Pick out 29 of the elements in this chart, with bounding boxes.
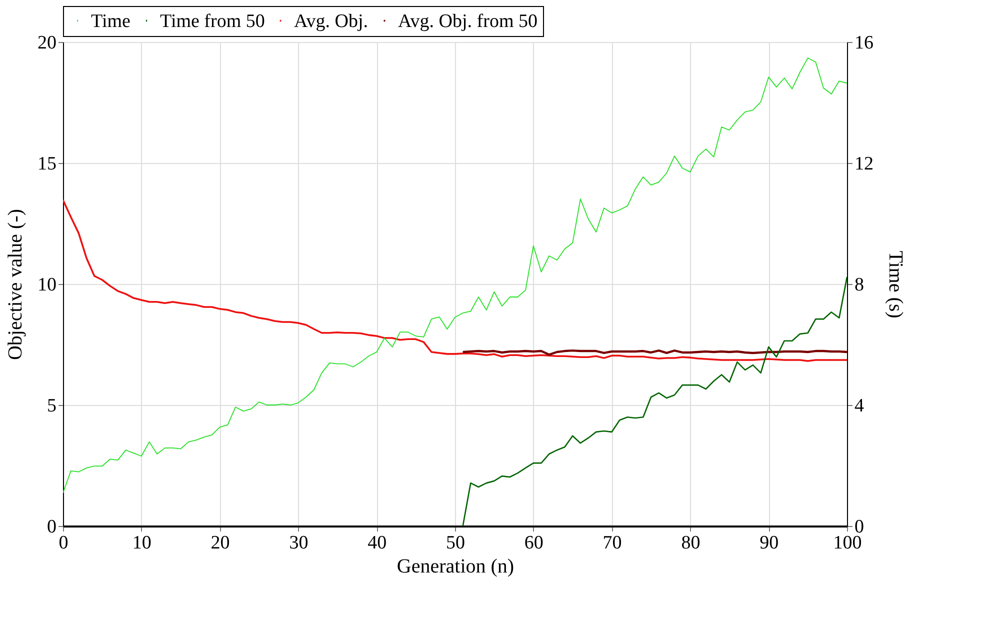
x-tick-label: 50 — [446, 532, 465, 554]
y2-tick-label: 12 — [854, 154, 874, 174]
x-tick-label: 40 — [368, 532, 387, 554]
legend-label: Avg. Obj. from 50 — [398, 10, 538, 32]
line-series — [63, 58, 847, 494]
x-tick-label: 60 — [524, 532, 544, 554]
x-tick-label: 30 — [289, 532, 308, 554]
x-axis-title: Generation (n) — [396, 556, 514, 578]
x-tick-label: 100 — [833, 532, 862, 554]
x-tick-label: 80 — [681, 532, 700, 554]
line-series — [462, 276, 847, 526]
y-tick-label: 10 — [38, 274, 56, 296]
legend-label: Time — [91, 10, 130, 32]
x-tick-label: 10 — [132, 532, 152, 554]
y2-axis-title: Time (s) — [884, 250, 906, 318]
y2-tick-label: 8 — [854, 274, 864, 296]
y-tick-label: 20 — [38, 32, 56, 54]
x-tick-label: 70 — [602, 532, 622, 554]
x-tick-label: 20 — [210, 532, 230, 554]
y2-tick-label: 16 — [854, 32, 874, 54]
line-series — [63, 199, 847, 362]
legend-label: Avg. Obj. — [294, 10, 368, 32]
y-tick-label: 5 — [47, 396, 56, 416]
legend-label: Time from 50 — [160, 10, 265, 32]
y-tick-label: 15 — [38, 154, 56, 174]
x-tick-label: 90 — [760, 532, 779, 554]
y-axis-title: Objective value (-) — [4, 208, 26, 360]
y2-tick-label: 4 — [854, 396, 864, 416]
y-tick-label: 0 — [47, 516, 56, 538]
